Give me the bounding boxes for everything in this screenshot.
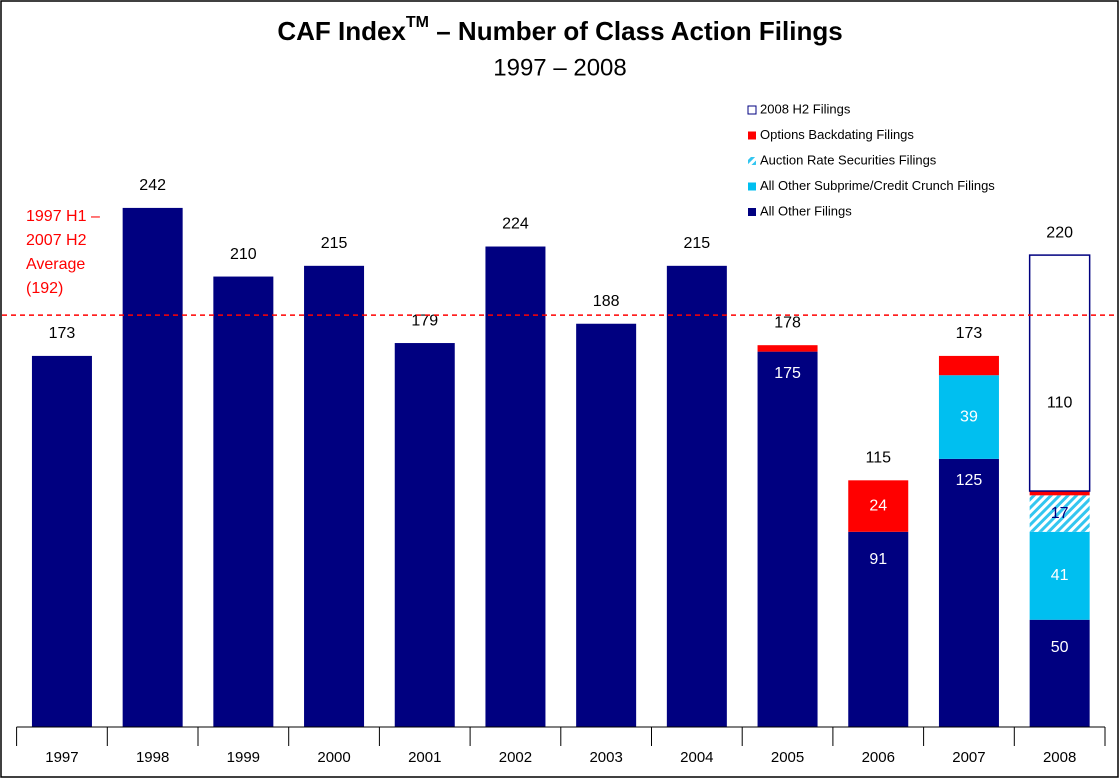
average-label: (192) (26, 280, 63, 297)
value-label: 175 (774, 365, 801, 382)
bar-segment (757, 345, 818, 352)
total-label: 173 (956, 325, 983, 342)
legend-label: 2008 H2 Filings (760, 101, 851, 116)
legend-marker (748, 131, 756, 140)
legend-marker (747, 105, 757, 115)
value-label: 91 (869, 551, 887, 568)
value-label: 50 (1051, 639, 1069, 656)
x-tick-label: 2005 (771, 749, 804, 766)
bar-segment (1029, 495, 1090, 532)
legend-label: All Other Filings (760, 203, 852, 218)
legend-marker (748, 157, 756, 165)
bar-segment (938, 355, 999, 376)
x-tick-label: 2004 (680, 749, 713, 766)
value-label: 125 (956, 472, 983, 489)
value-label: 41 (1051, 567, 1069, 584)
bar-segment (122, 207, 183, 727)
bar-segment (1029, 619, 1090, 727)
value-label: 39 (960, 408, 978, 425)
bar-segment (576, 323, 637, 727)
total-label: 215 (321, 235, 348, 252)
average-label: Average (26, 256, 85, 273)
legend-marker (748, 208, 756, 216)
bar-segment (757, 351, 818, 727)
x-tick-label: 1999 (227, 749, 260, 766)
total-label: 115 (865, 450, 891, 467)
value-label: 17 (1051, 505, 1069, 522)
x-tick-label: 2007 (952, 749, 985, 766)
value-label: 24 (869, 497, 887, 514)
total-label: 178 (774, 314, 801, 331)
title-part: – Number of Class Action Filings (429, 16, 843, 46)
legend-label: Auction Rate Securities Filings (760, 152, 937, 167)
average-label: 1997 H1 – (26, 208, 100, 225)
bar-segment (666, 265, 727, 727)
bar-segment (485, 246, 546, 727)
x-tick-label: 1997 (45, 749, 78, 766)
bar-segment (1028, 254, 1091, 492)
x-tick-label: 2000 (317, 749, 350, 766)
total-label: 210 (230, 246, 257, 263)
chart-subtitle: 1997 – 2008 (493, 54, 626, 81)
legend-label: All Other Subprime/Credit Crunch Filings (760, 178, 995, 193)
total-label: 215 (683, 235, 710, 252)
bar-segment (31, 355, 92, 727)
bar-segment (938, 375, 999, 459)
total-label: 242 (139, 177, 166, 194)
x-tick-label: 2002 (499, 749, 532, 766)
value-label: 110 (1047, 394, 1073, 411)
bar-segment (394, 343, 455, 727)
bar-segment (213, 276, 274, 727)
bar-segment (848, 480, 909, 532)
bar-segment (304, 265, 365, 727)
bar-segment (848, 531, 909, 727)
total-label: 224 (502, 216, 529, 233)
bar-segment (1029, 491, 1090, 496)
chart-title: CAF IndexTM – Number of Class Action Fil… (277, 14, 842, 46)
title-part: CAF Index (277, 16, 406, 46)
title-sup: TM (406, 14, 429, 31)
average-label: 2007 H2 (26, 232, 87, 249)
x-tick-label: 2003 (589, 749, 622, 766)
total-label: 179 (411, 312, 438, 329)
bar-segment (938, 458, 999, 727)
x-tick-label: 2008 (1043, 749, 1076, 766)
x-tick-label: 2001 (408, 749, 441, 766)
total-label: 220 (1046, 224, 1073, 241)
legend-marker (748, 182, 756, 191)
bar-segment (1029, 531, 1090, 620)
total-label: 173 (49, 325, 76, 342)
total-label: 188 (593, 293, 620, 310)
x-tick-label: 1998 (136, 749, 169, 766)
legend-label: Options Backdating Filings (760, 127, 914, 142)
x-tick-label: 2006 (862, 749, 895, 766)
